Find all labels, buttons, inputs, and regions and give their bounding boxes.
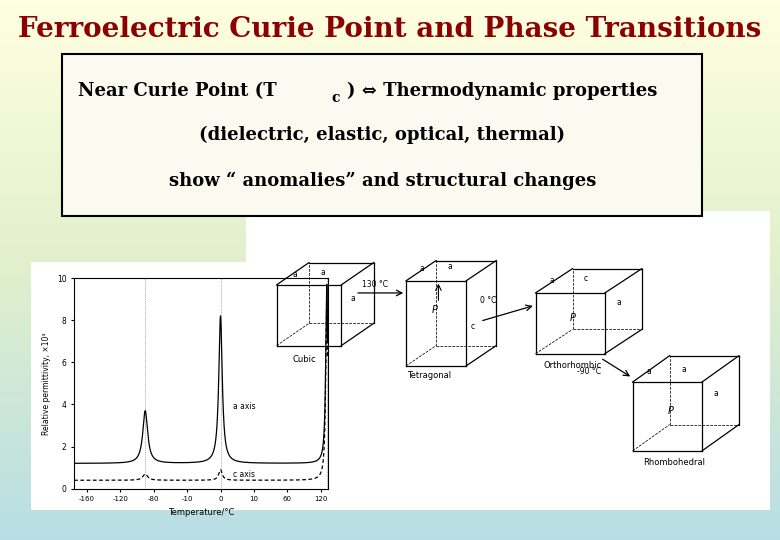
Text: a: a — [616, 298, 621, 307]
Text: 0 °C: 0 °C — [480, 296, 496, 305]
Text: 130 °C: 130 °C — [362, 280, 388, 289]
Text: a: a — [420, 264, 424, 273]
Text: a: a — [321, 268, 325, 276]
Text: a: a — [350, 294, 356, 303]
Text: a: a — [549, 276, 554, 285]
Text: a: a — [647, 367, 651, 376]
Text: Near Curie Point (T: Near Curie Point (T — [78, 82, 277, 100]
Y-axis label: Relative permittivity, ×10³: Relative permittivity, ×10³ — [42, 332, 51, 435]
X-axis label: Temperature/°C: Temperature/°C — [168, 508, 234, 517]
Text: ) ⇔ Thermodynamic properties: ) ⇔ Thermodynamic properties — [347, 82, 658, 100]
Text: P: P — [667, 407, 673, 416]
Text: Orthorhombic: Orthorhombic — [544, 361, 601, 370]
Text: show “ anomalies” and structural changes: show “ anomalies” and structural changes — [168, 171, 596, 190]
Text: a: a — [292, 270, 297, 279]
Text: a: a — [448, 262, 452, 271]
Text: Ferroelectric Curie Point and Phase Transitions: Ferroelectric Curie Point and Phase Tran… — [19, 16, 761, 43]
Text: a axis: a axis — [233, 402, 256, 411]
Text: a: a — [681, 365, 686, 374]
Text: (dielectric, elastic, optical, thermal): (dielectric, elastic, optical, thermal) — [199, 126, 566, 144]
Text: c axis: c axis — [233, 470, 255, 479]
Text: a: a — [714, 389, 718, 398]
Text: Cubic: Cubic — [292, 355, 316, 364]
Bar — [246, 211, 770, 510]
Text: P: P — [570, 313, 576, 323]
Text: c: c — [471, 322, 475, 332]
Text: Rhombohedral: Rhombohedral — [644, 458, 705, 467]
Text: c: c — [332, 91, 340, 105]
Text: -90 °C: -90 °C — [577, 367, 601, 376]
Bar — [31, 262, 343, 510]
Text: c: c — [584, 274, 588, 283]
Bar — [62, 54, 702, 216]
Text: Tetragonal: Tetragonal — [407, 371, 452, 380]
Text: P: P — [431, 305, 438, 315]
